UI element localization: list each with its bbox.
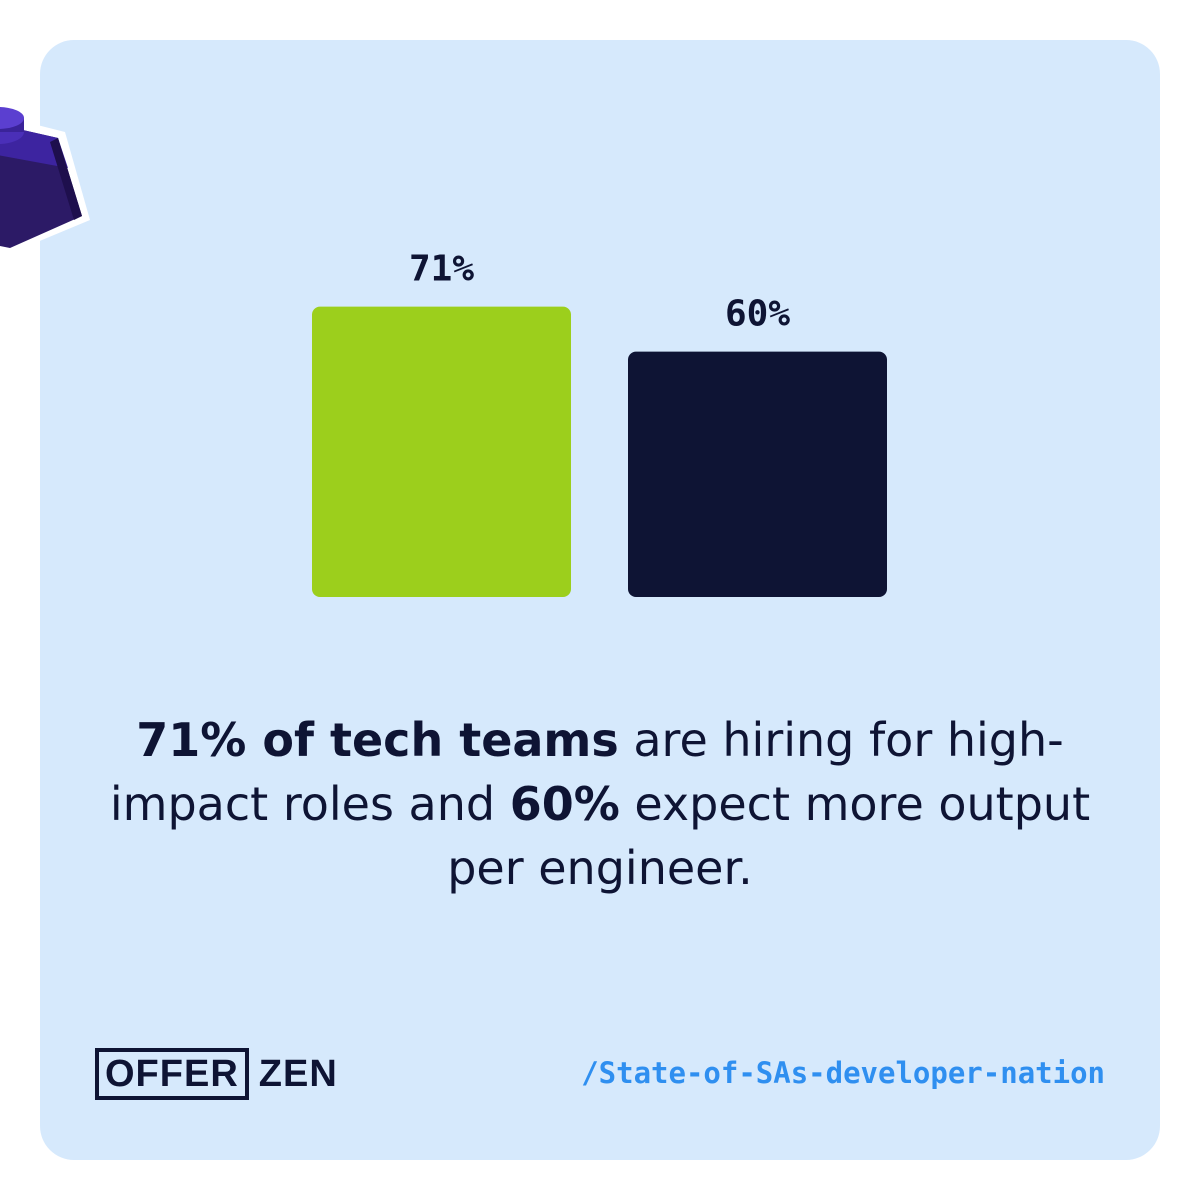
- headline-bold-1: 71% of tech teams: [136, 713, 619, 767]
- card-background: [40, 40, 1160, 1160]
- source-link[interactable]: /State-of-SAs-developer-nation: [581, 1056, 1105, 1090]
- logo-zen-text: ZEN: [258, 1052, 338, 1095]
- logo-offer-text: OFFER: [105, 1052, 239, 1095]
- offerzen-logo: OFFER ZEN: [95, 1048, 338, 1100]
- headline-text-2: are hiring for high-impact roles and: [109, 713, 1064, 831]
- bar-1: [312, 306, 571, 597]
- bar-2-value-label: 60%: [725, 294, 790, 335]
- bar-1-value-label: 71%: [409, 249, 474, 290]
- headline-bold-3: 60%: [509, 777, 620, 831]
- headline: 71% of tech teams are hiring for high-im…: [100, 708, 1100, 900]
- logo-offer-box: OFFER: [95, 1048, 249, 1100]
- headline-text-4: expect more output per engineer.: [447, 777, 1091, 895]
- lego-brick-icon: [0, 107, 90, 258]
- bar-2: [628, 351, 887, 597]
